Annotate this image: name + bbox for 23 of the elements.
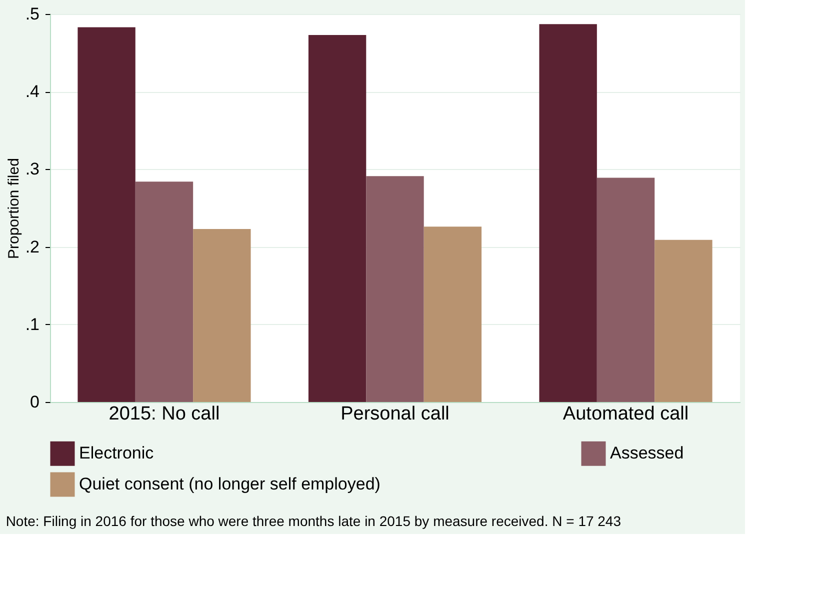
bar bbox=[308, 34, 366, 402]
bar bbox=[424, 226, 482, 402]
y-tick-label: .2 bbox=[25, 237, 40, 256]
y-tick-label: .3 bbox=[25, 160, 40, 179]
bar bbox=[539, 24, 597, 402]
legend-label: Quiet consent (no longer self employed) bbox=[79, 474, 380, 494]
y-tick-label: .5 bbox=[25, 4, 40, 24]
y-tick-label: .1 bbox=[25, 314, 40, 334]
bar bbox=[654, 240, 712, 402]
y-tick-label: .4 bbox=[25, 82, 40, 102]
legend-label: Electronic bbox=[79, 444, 154, 463]
legend-label: Assessed bbox=[610, 444, 684, 463]
text: Note: Filing in 2016 for those who were three months late in 2015 by measure received. N = 17 243 bbox=[6, 513, 622, 529]
bar bbox=[78, 27, 136, 402]
bar bbox=[366, 176, 424, 402]
bar bbox=[596, 178, 655, 402]
y-axis-title: Proportion filed bbox=[5, 158, 22, 259]
y-tick-label: 0 bbox=[30, 392, 40, 412]
bar bbox=[193, 228, 251, 402]
bar bbox=[135, 182, 194, 402]
x-tick-label: Automated call bbox=[562, 404, 689, 424]
x-tick-label: 2015: No call bbox=[108, 404, 220, 424]
x-tick-label: Personal call bbox=[340, 404, 450, 424]
